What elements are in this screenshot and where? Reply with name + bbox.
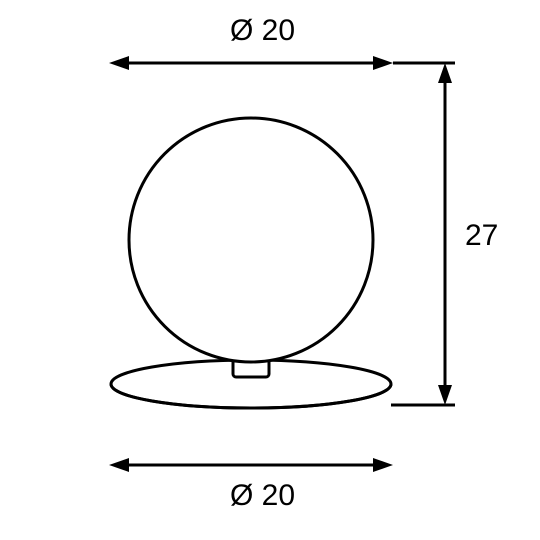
dim-label-top: Ø 20 (230, 14, 295, 47)
globe (129, 118, 373, 362)
dim-label-bottom: Ø 20 (230, 479, 295, 512)
dim-label-right: 27 (465, 219, 498, 252)
